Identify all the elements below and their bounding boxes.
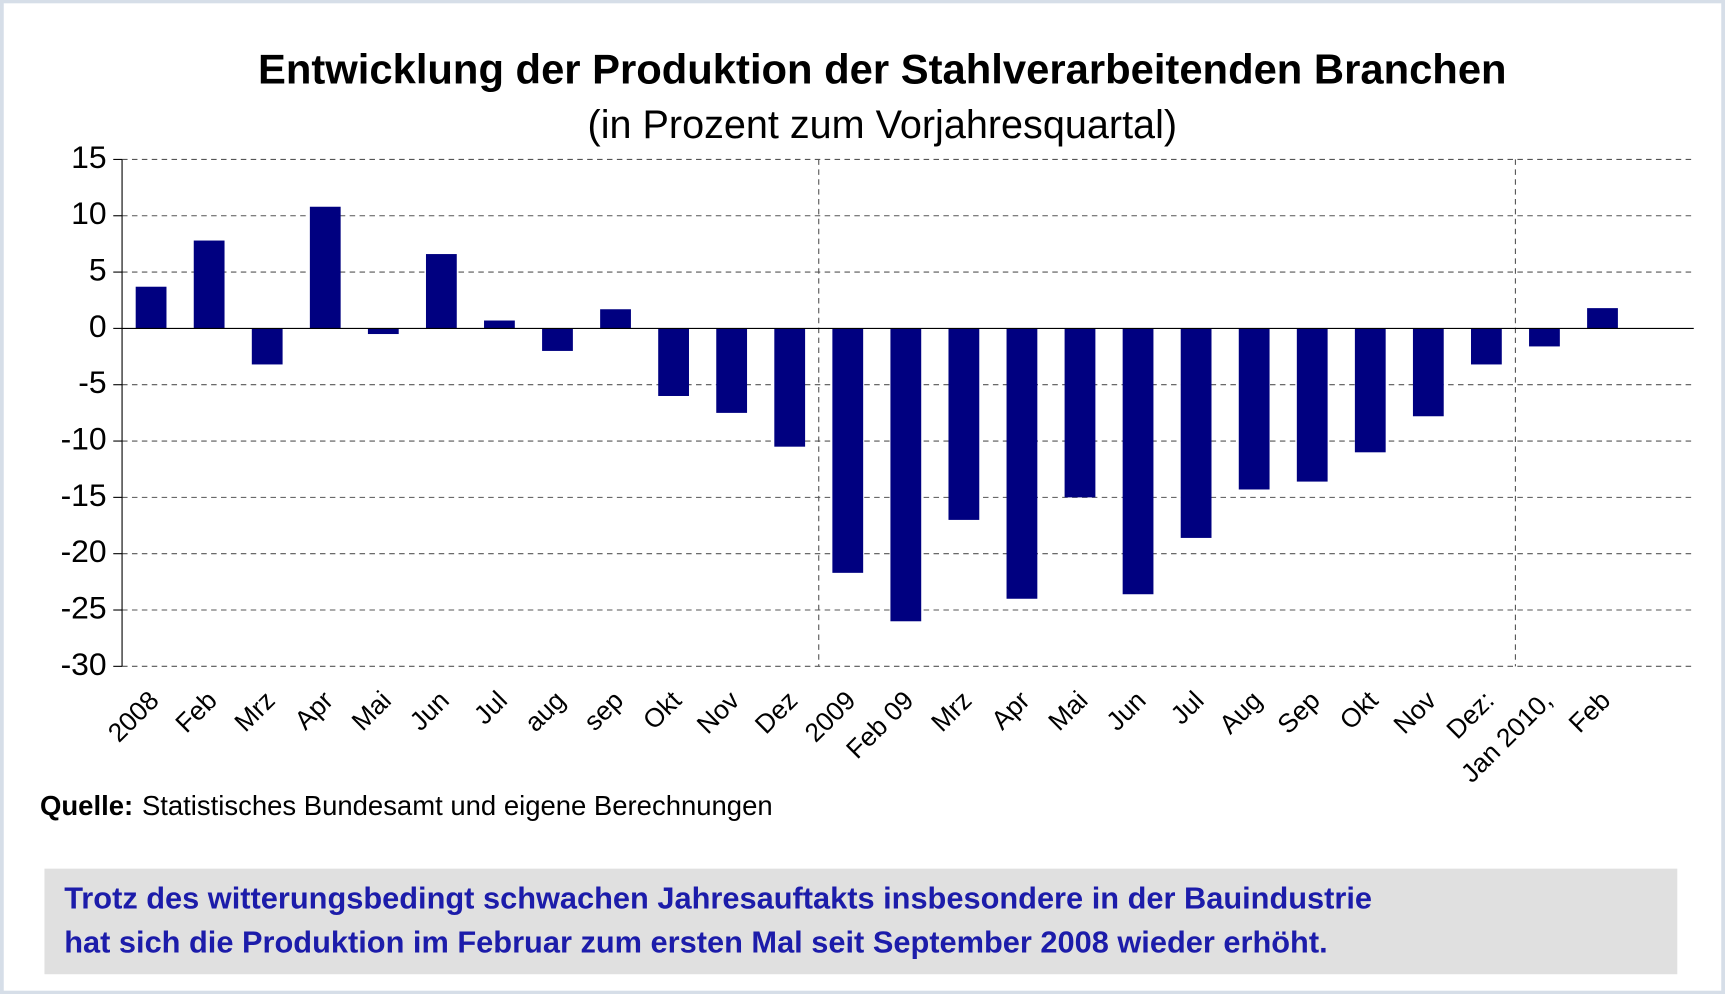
bar (1587, 308, 1618, 329)
y-tick-label: 0 (89, 308, 107, 344)
bar (1122, 328, 1154, 595)
bar (425, 254, 457, 329)
bar (1180, 328, 1212, 538)
bar (948, 328, 980, 520)
y-tick-label: -20 (61, 533, 107, 569)
bar (1006, 328, 1038, 599)
bar (484, 320, 515, 329)
bar (658, 328, 689, 396)
bar (890, 328, 922, 622)
y-tick-label: -10 (61, 420, 107, 456)
bar (367, 328, 399, 335)
y-tick-label: -5 (78, 364, 106, 400)
bar (309, 206, 341, 329)
bar (1354, 328, 1386, 453)
chart-title: Entwicklung der Produktion der Stahlvera… (258, 46, 1507, 93)
bar (1470, 328, 1502, 365)
bar (716, 328, 748, 413)
bar (1296, 328, 1328, 482)
y-tick-label: 15 (71, 139, 106, 175)
y-tick-label: 10 (71, 195, 106, 231)
note-line: hat sich die Produktion im Februar zum e… (64, 925, 1327, 960)
y-tick-label: 5 (89, 252, 107, 288)
note-box (44, 868, 1678, 975)
note-line: Trotz des witterungsbedingt schwachen Ja… (64, 881, 1372, 916)
bar (193, 240, 225, 329)
bar (832, 328, 864, 573)
bar (1412, 328, 1444, 417)
y-tick-label: -30 (61, 646, 107, 682)
source: Quelle: Statistisches Bundesamt und eigen… (40, 790, 773, 821)
bar (774, 328, 806, 447)
bar (251, 328, 283, 365)
source-label: Quelle: (40, 790, 133, 821)
bar (600, 309, 631, 329)
chart-subtitle: (in Prozent zum Vorjahresquartal) (588, 103, 1178, 147)
source-text: Statistisches Bundesamt und eigene Berec… (142, 790, 773, 821)
bar (542, 328, 573, 351)
bar (1064, 328, 1096, 498)
bar (1529, 328, 1560, 347)
bar (135, 286, 167, 329)
y-tick-label: -15 (61, 477, 107, 513)
bar (1238, 328, 1270, 490)
y-tick-label: -25 (61, 589, 107, 625)
